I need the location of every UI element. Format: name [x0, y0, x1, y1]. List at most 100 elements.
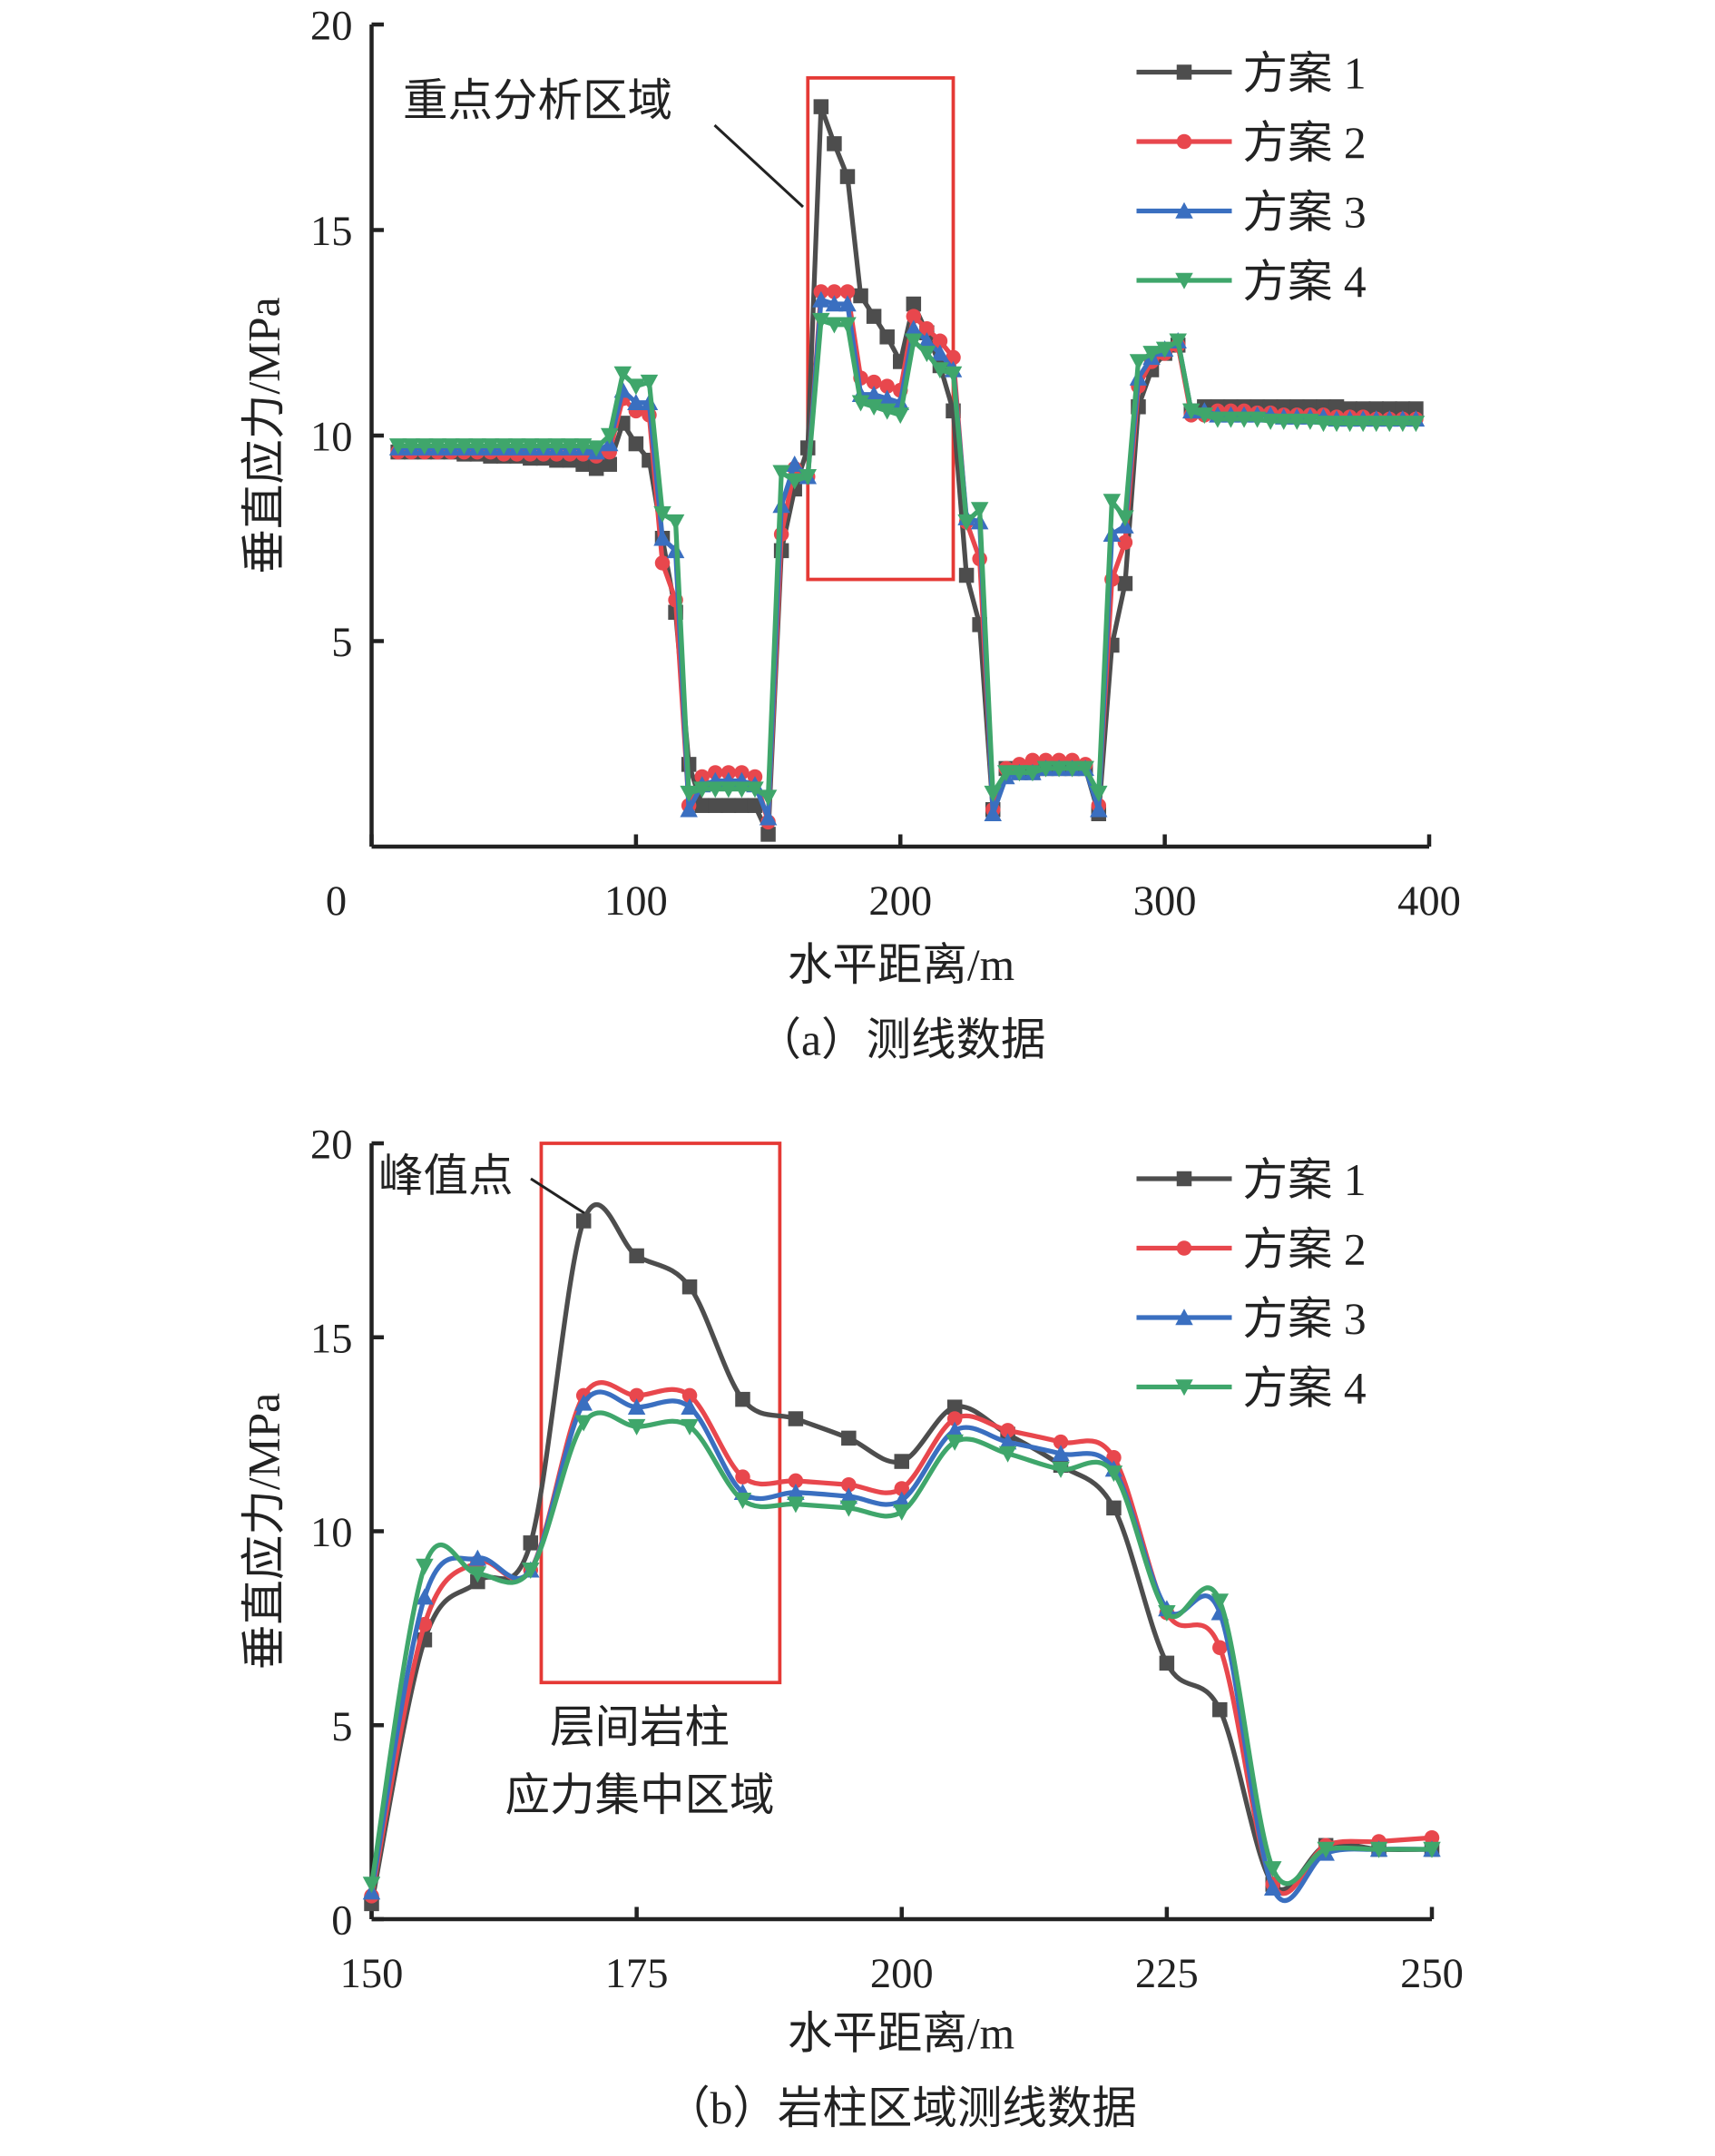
series-4-point: [865, 399, 883, 416]
legend-4-marker: [1175, 1379, 1193, 1396]
series-4-point: [759, 789, 778, 807]
series-4-point: [1169, 333, 1187, 350]
series-4-point: [600, 427, 619, 445]
series-2-point: [946, 349, 961, 366]
series-1-point: [813, 99, 829, 114]
series-4-point: [1394, 416, 1412, 433]
series-1-point: [1117, 575, 1133, 592]
annotation-leader-line: [530, 1177, 589, 1217]
series-4-point: [851, 395, 870, 412]
series-3-point: [627, 394, 645, 411]
series-4-point: [468, 1566, 487, 1583]
series-2-point: [906, 309, 922, 324]
series-3-point: [627, 1397, 646, 1415]
series-1-point: [1212, 1701, 1228, 1718]
series-2-point: [788, 1473, 804, 1489]
series-4-point: [508, 438, 526, 456]
x-tick-label: 400: [1397, 878, 1461, 925]
series-1-point: [841, 1430, 857, 1446]
y-tick-label: 20: [310, 4, 353, 50]
series-4-point: [1063, 760, 1082, 778]
series-4-point: [1380, 416, 1399, 433]
chart-b-box-annotation-1: 层间岩柱: [550, 1702, 730, 1752]
x-tick-label: 300: [1133, 878, 1197, 925]
series-3-point: [653, 529, 671, 546]
legend-3-label: 方案 3: [1243, 188, 1367, 238]
series-2-point: [919, 320, 935, 337]
series-4-point: [1354, 416, 1372, 433]
series-3-point: [917, 332, 936, 349]
series-2-point: [1000, 1423, 1015, 1438]
series-4-point: [785, 473, 804, 490]
series-2-point: [827, 284, 842, 299]
chart-b: 垂直应力/MPa 水平距离/m （b）岩柱区域测线数据 峰值点 层间岩柱 应力集…: [240, 1122, 1464, 2134]
legend-4-marker: [1175, 272, 1193, 289]
series-4-point: [573, 438, 593, 456]
series-2-point: [932, 333, 948, 349]
annotation-leader-line: [713, 123, 805, 209]
series-3-point: [680, 800, 698, 818]
series-4-point: [1314, 416, 1333, 433]
series-2-point: [654, 555, 671, 571]
series-3-point: [893, 1491, 911, 1508]
series-2-point: [629, 1387, 644, 1404]
series-1-point: [894, 1454, 909, 1469]
series-1-point: [747, 798, 763, 813]
x-tick-label: 175: [605, 1951, 669, 1997]
chart-b-box-annotation-2: 应力集中区域: [505, 1770, 775, 1820]
series-4-point: [891, 407, 909, 425]
series-1-point: [946, 1399, 963, 1415]
x-tick-label: 200: [868, 878, 932, 925]
series-4-point: [640, 374, 659, 391]
series-1-point: [958, 567, 975, 583]
x-tick-label: 200: [870, 1951, 934, 1997]
series-3-point: [574, 1394, 593, 1411]
series-3-point: [998, 1433, 1017, 1450]
series-4-point: [931, 362, 949, 379]
series-3-point: [785, 455, 804, 472]
series-4-point: [680, 785, 698, 802]
x-tick-label: 150: [340, 1951, 404, 1997]
series-4-point: [416, 1558, 434, 1575]
highlight-box: [539, 1142, 782, 1685]
series-3-point: [946, 1421, 964, 1438]
series-4-point: [521, 438, 540, 456]
series-4-point: [746, 781, 764, 799]
series-2-point: [681, 1387, 698, 1404]
series-1-point: [708, 798, 723, 813]
series-4-point: [1248, 411, 1267, 428]
series-4-point: [388, 438, 407, 456]
series-3-point: [865, 385, 883, 402]
series-3-point: [468, 1549, 487, 1566]
series-4-point: [893, 1504, 911, 1521]
series-1-point: [720, 798, 737, 813]
series-3-point: [759, 808, 778, 826]
series-4-point: [1036, 760, 1055, 778]
series-4-point: [772, 465, 790, 482]
series-4-point: [561, 438, 579, 456]
series-4-point: [998, 1446, 1017, 1463]
series-4-point: [706, 781, 725, 799]
series-4-point: [799, 469, 818, 486]
series-4-point: [1301, 413, 1319, 430]
y-tick-label: 15: [310, 1316, 353, 1362]
series-1-point: [906, 296, 922, 312]
series-4-point: [1024, 765, 1042, 782]
series-1-point: [588, 460, 604, 476]
series-1-point: [788, 1411, 804, 1426]
legend-1-label: 方案 1: [1243, 49, 1367, 99]
series-4-point: [1221, 411, 1240, 428]
series-4-point: [997, 765, 1015, 782]
series-4-point: [468, 438, 486, 456]
series-4-point: [613, 366, 632, 383]
series-1-point: [1159, 1655, 1175, 1671]
series-4-point: [692, 781, 711, 799]
y-tick-label: 20: [310, 1122, 353, 1169]
series-4-point: [917, 346, 936, 363]
series-4-point: [534, 438, 553, 456]
series-4-point: [442, 438, 460, 456]
series-4-point: [733, 1493, 752, 1510]
series-4-point: [627, 378, 645, 396]
series-1-point: [629, 1248, 644, 1264]
